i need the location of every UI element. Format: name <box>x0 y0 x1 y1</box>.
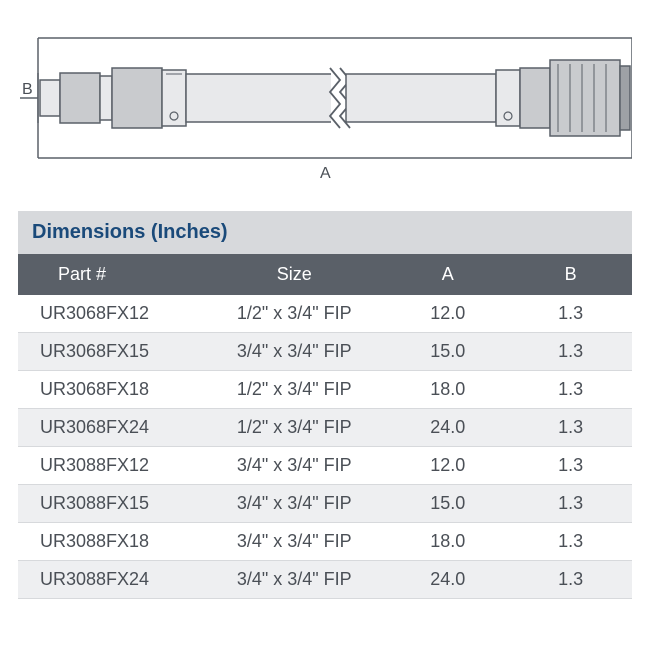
cell-part: UR3068FX18 <box>18 371 202 409</box>
table-body: UR3068FX12 1/2" x 3/4" FIP 12.0 1.3 UR30… <box>18 295 632 599</box>
cell-b: 1.3 <box>509 523 632 561</box>
col-header-size: Size <box>202 254 386 295</box>
cell-size: 3/4" x 3/4" FIP <box>202 523 386 561</box>
table-row: UR3088FX18 3/4" x 3/4" FIP 18.0 1.3 <box>18 523 632 561</box>
col-header-a: A <box>386 254 509 295</box>
dimensions-table: Part # Size A B UR3068FX12 1/2" x 3/4" F… <box>18 254 632 599</box>
cell-size: 1/2" x 3/4" FIP <box>202 371 386 409</box>
cell-a: 12.0 <box>386 447 509 485</box>
cell-a: 15.0 <box>386 333 509 371</box>
dim-label-b: B <box>22 81 33 98</box>
cell-part: UR3068FX24 <box>18 409 202 447</box>
cell-a: 12.0 <box>386 295 509 333</box>
cell-part: UR3068FX12 <box>18 295 202 333</box>
cell-a: 18.0 <box>386 523 509 561</box>
right-fitting <box>520 60 630 136</box>
col-header-b: B <box>509 254 632 295</box>
cell-size: 1/2" x 3/4" FIP <box>202 409 386 447</box>
col-header-part: Part # <box>18 254 202 295</box>
table-row: UR3068FX12 1/2" x 3/4" FIP 12.0 1.3 <box>18 295 632 333</box>
cell-a: 15.0 <box>386 485 509 523</box>
cell-part: UR3088FX24 <box>18 561 202 599</box>
hose-left <box>186 74 336 122</box>
table-row: UR3068FX18 1/2" x 3/4" FIP 18.0 1.3 <box>18 371 632 409</box>
cell-size: 3/4" x 3/4" FIP <box>202 333 386 371</box>
left-fitting <box>40 68 186 128</box>
cell-b: 1.3 <box>509 371 632 409</box>
cell-b: 1.3 <box>509 561 632 599</box>
hose-right <box>346 74 496 122</box>
table-row: UR3068FX15 3/4" x 3/4" FIP 15.0 1.3 <box>18 333 632 371</box>
cell-b: 1.3 <box>509 485 632 523</box>
dimensions-table-wrap: Dimensions (Inches) Part # Size A B UR30… <box>18 211 632 599</box>
cell-part: UR3088FX12 <box>18 447 202 485</box>
table-row: UR3088FX24 3/4" x 3/4" FIP 24.0 1.3 <box>18 561 632 599</box>
table-row: UR3088FX12 3/4" x 3/4" FIP 12.0 1.3 <box>18 447 632 485</box>
cell-part: UR3088FX18 <box>18 523 202 561</box>
cell-size: 1/2" x 3/4" FIP <box>202 295 386 333</box>
right-crimp <box>496 70 520 126</box>
cell-b: 1.3 <box>509 295 632 333</box>
cell-b: 1.3 <box>509 409 632 447</box>
connector-svg: B A <box>18 18 632 193</box>
cell-b: 1.3 <box>509 333 632 371</box>
cell-b: 1.3 <box>509 447 632 485</box>
cell-a: 24.0 <box>386 561 509 599</box>
cell-part: UR3088FX15 <box>18 485 202 523</box>
cell-part: UR3068FX15 <box>18 333 202 371</box>
table-header-row: Part # Size A B <box>18 254 632 295</box>
cell-a: 24.0 <box>386 409 509 447</box>
dimension-diagram: B A <box>18 18 632 193</box>
cell-size: 3/4" x 3/4" FIP <box>202 447 386 485</box>
cell-a: 18.0 <box>386 371 509 409</box>
table-row: UR3068FX24 1/2" x 3/4" FIP 24.0 1.3 <box>18 409 632 447</box>
cell-size: 3/4" x 3/4" FIP <box>202 561 386 599</box>
cell-size: 3/4" x 3/4" FIP <box>202 485 386 523</box>
table-title: Dimensions (Inches) <box>18 211 632 254</box>
table-row: UR3088FX15 3/4" x 3/4" FIP 15.0 1.3 <box>18 485 632 523</box>
dim-label-a: A <box>320 165 331 182</box>
